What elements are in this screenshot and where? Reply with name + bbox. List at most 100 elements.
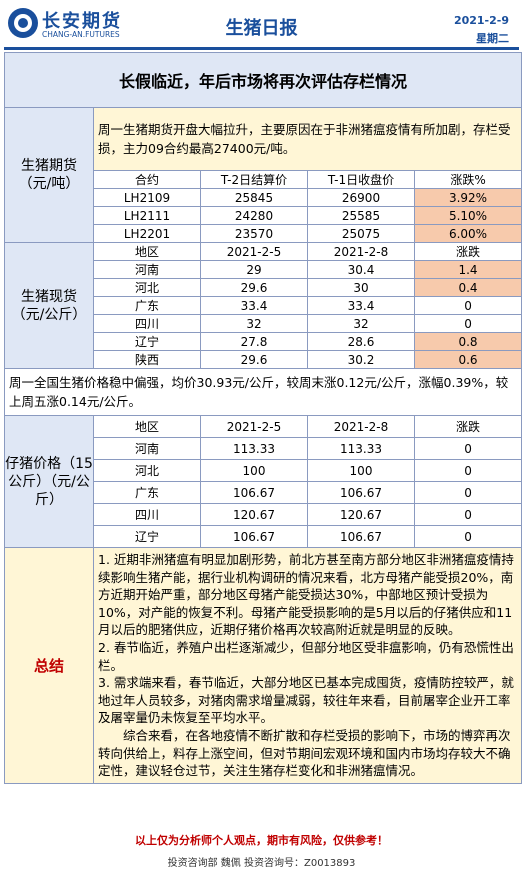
settle-cell: 25845 [200,188,308,207]
change-cell: 5.10% [413,206,523,225]
change-cell: 0 [413,314,523,333]
spot-col-header: 2021-2-5 [200,242,308,261]
price-cell: 106.67 [307,481,415,504]
price-cell: 30 [307,278,415,297]
futures-col-header: 涨跌% [413,170,523,189]
price-cell: 106.67 [200,481,308,504]
price-cell: 32 [200,314,308,333]
futures-col-header: T-2日结算价 [200,170,308,189]
logo-name: 长安期货 [42,11,122,32]
report-header: 长安期货 CHANG-AN.FUTURES 生猪日报 2021-2-9 星期二 [0,0,523,50]
table-row: 河南 113.33 113.33 0 [5,437,523,460]
change-cell: 0.6 [413,350,523,369]
table-row: 河北 100 100 0 [5,459,523,482]
table-row: 广东 106.67 106.67 0 [5,481,523,504]
price-cell: 32 [307,314,415,333]
report-table: 长假临近，年后市场将再次评估存栏情况 生猪期货（元/吨） 周一生猪期货开盘大幅拉… [3,52,523,784]
region-cell: 河南 [93,437,201,460]
spot-section-label: 生猪现货（元/公斤） [4,242,94,369]
settle-cell: 24280 [200,206,308,225]
piglet-col-header: 2021-2-8 [307,415,415,438]
close-cell: 26900 [307,188,415,207]
change-cell: 0 [413,525,523,548]
price-cell: 28.6 [307,332,415,351]
region-cell: 陕西 [93,350,201,369]
price-cell: 106.67 [307,525,415,548]
change-cell: 0 [413,481,523,504]
logo-english: CHANG-AN.FUTURES [42,30,120,39]
spot-commentary: 周一全国生猪价格稳中偏强，均价30.93元/公斤，较周末涨0.12元/公斤，涨幅… [3,368,523,416]
region-cell: 四川 [93,314,201,333]
summary-paragraph: 3. 需求端来看，春节临近，大部分地区已基本完成囤货，疫情防控较严，就地过年人员… [98,675,514,726]
price-cell: 100 [307,459,415,482]
summary-label: 总结 [4,547,94,784]
disclaimer: 以上仅为分析师个人观点，期市有风险，仅供参考！ [135,834,388,847]
change-cell: 0.8 [413,332,523,351]
close-cell: 25585 [307,206,415,225]
price-cell: 100 [200,459,308,482]
piglet-label: 仔猪价格（15公斤）（元/公斤） [5,455,93,508]
spot-col-header: 涨跌 [413,242,523,261]
summary-body: 1. 近期非洲猪瘟有明显加剧形势，前北方甚至南方部分地区非洲猪瘟疫情持续影响生猪… [92,547,523,784]
price-cell: 33.4 [307,296,415,315]
settle-cell: 23570 [200,224,308,243]
change-cell: 1.4 [413,260,523,279]
spot-label: 生猪现货（元/公斤） [11,288,87,323]
price-cell: 106.67 [200,525,308,548]
table-row: 辽宁 27.8 28.6 0.8 [5,332,523,351]
change-cell: 3.92% [413,188,523,207]
price-cell: 30.2 [307,350,415,369]
region-cell: 河北 [93,459,201,482]
headline: 长假临近，年后市场将再次评估存栏情况 [3,52,523,108]
futures-section-label: 生猪期货（元/吨） [4,107,94,243]
contract-cell: LH2111 [93,206,201,225]
price-cell: 120.67 [307,503,415,526]
change-cell: 0.4 [413,278,523,297]
report-date: 2021-2-9 [453,14,509,27]
contract-cell: LH2109 [93,188,201,207]
spot-col-header: 地区 [93,242,201,261]
table-row: 河南 29 30.4 1.4 [5,260,523,279]
futures-col-header: 合约 [93,170,201,189]
price-cell: 27.8 [200,332,308,351]
region-cell: 河北 [93,278,201,297]
close-cell: 25075 [307,224,415,243]
report-weekday: 星期二 [476,32,509,45]
contract-cell: LH2201 [93,224,201,243]
price-cell: 120.67 [200,503,308,526]
piglet-section-label: 仔猪价格（15公斤）（元/公斤） [4,415,94,548]
price-cell: 113.33 [307,437,415,460]
region-cell: 河南 [93,260,201,279]
summary-paragraph: 综合来看，在各地疫情不断扩散和存栏受损的影响下，市场的博弈再次转向供给上，料存上… [98,727,511,779]
report-date-block: 2021-2-9 星期二 [454,12,509,48]
company-logo: 长安期货 CHANG-AN.FUTURES [8,6,126,46]
table-row: LH2111 24280 25585 5.10% [5,206,523,225]
price-cell: 29.6 [200,350,308,369]
analyst-credit: 投资咨询部 魏佩 投资咨询号：Z0013893 [167,858,356,869]
futures-label: 生猪期货（元/吨） [18,158,80,192]
report-title: 生猪日报 [225,18,298,39]
piglet-col-header: 涨跌 [413,415,523,438]
price-cell: 29 [200,260,308,279]
price-cell: 30.4 [307,260,415,279]
table-row: 河北 29.6 30 0.4 [5,278,523,297]
change-cell: 6.00% [413,224,523,243]
futures-commentary: 周一生猪期货开盘大幅拉升，主要原因在于非洲猪瘟疫情有所加剧，存栏受损，主力09合… [92,107,523,171]
price-cell: 29.6 [200,278,308,297]
piglet-col-header: 2021-2-5 [200,415,308,438]
change-cell: 0 [413,459,523,482]
summary-paragraph: 2. 春节临近，养殖户出栏逐渐减少，但部分地区受非瘟影响，仍有恐慌性出栏。 [98,639,514,673]
futures-col-header: T-1日收盘价 [307,170,415,189]
region-cell: 广东 [93,296,201,315]
change-cell: 0 [413,503,523,526]
table-row: 四川 120.67 120.67 0 [5,503,523,526]
spot-col-header: 2021-2-8 [307,242,415,261]
piglet-col-header: 地区 [93,415,201,438]
header-divider [4,47,519,50]
table-row: LH2201 23570 25075 6.00% [5,224,523,243]
region-cell: 辽宁 [93,332,201,351]
region-cell: 广东 [93,481,201,504]
summary-paragraph: 1. 近期非洲猪瘟有明显加剧形势，前北方甚至南方部分地区非洲猪瘟疫情持续影响生猪… [98,552,514,638]
change-cell: 0 [413,437,523,460]
logo-icon [8,8,38,38]
